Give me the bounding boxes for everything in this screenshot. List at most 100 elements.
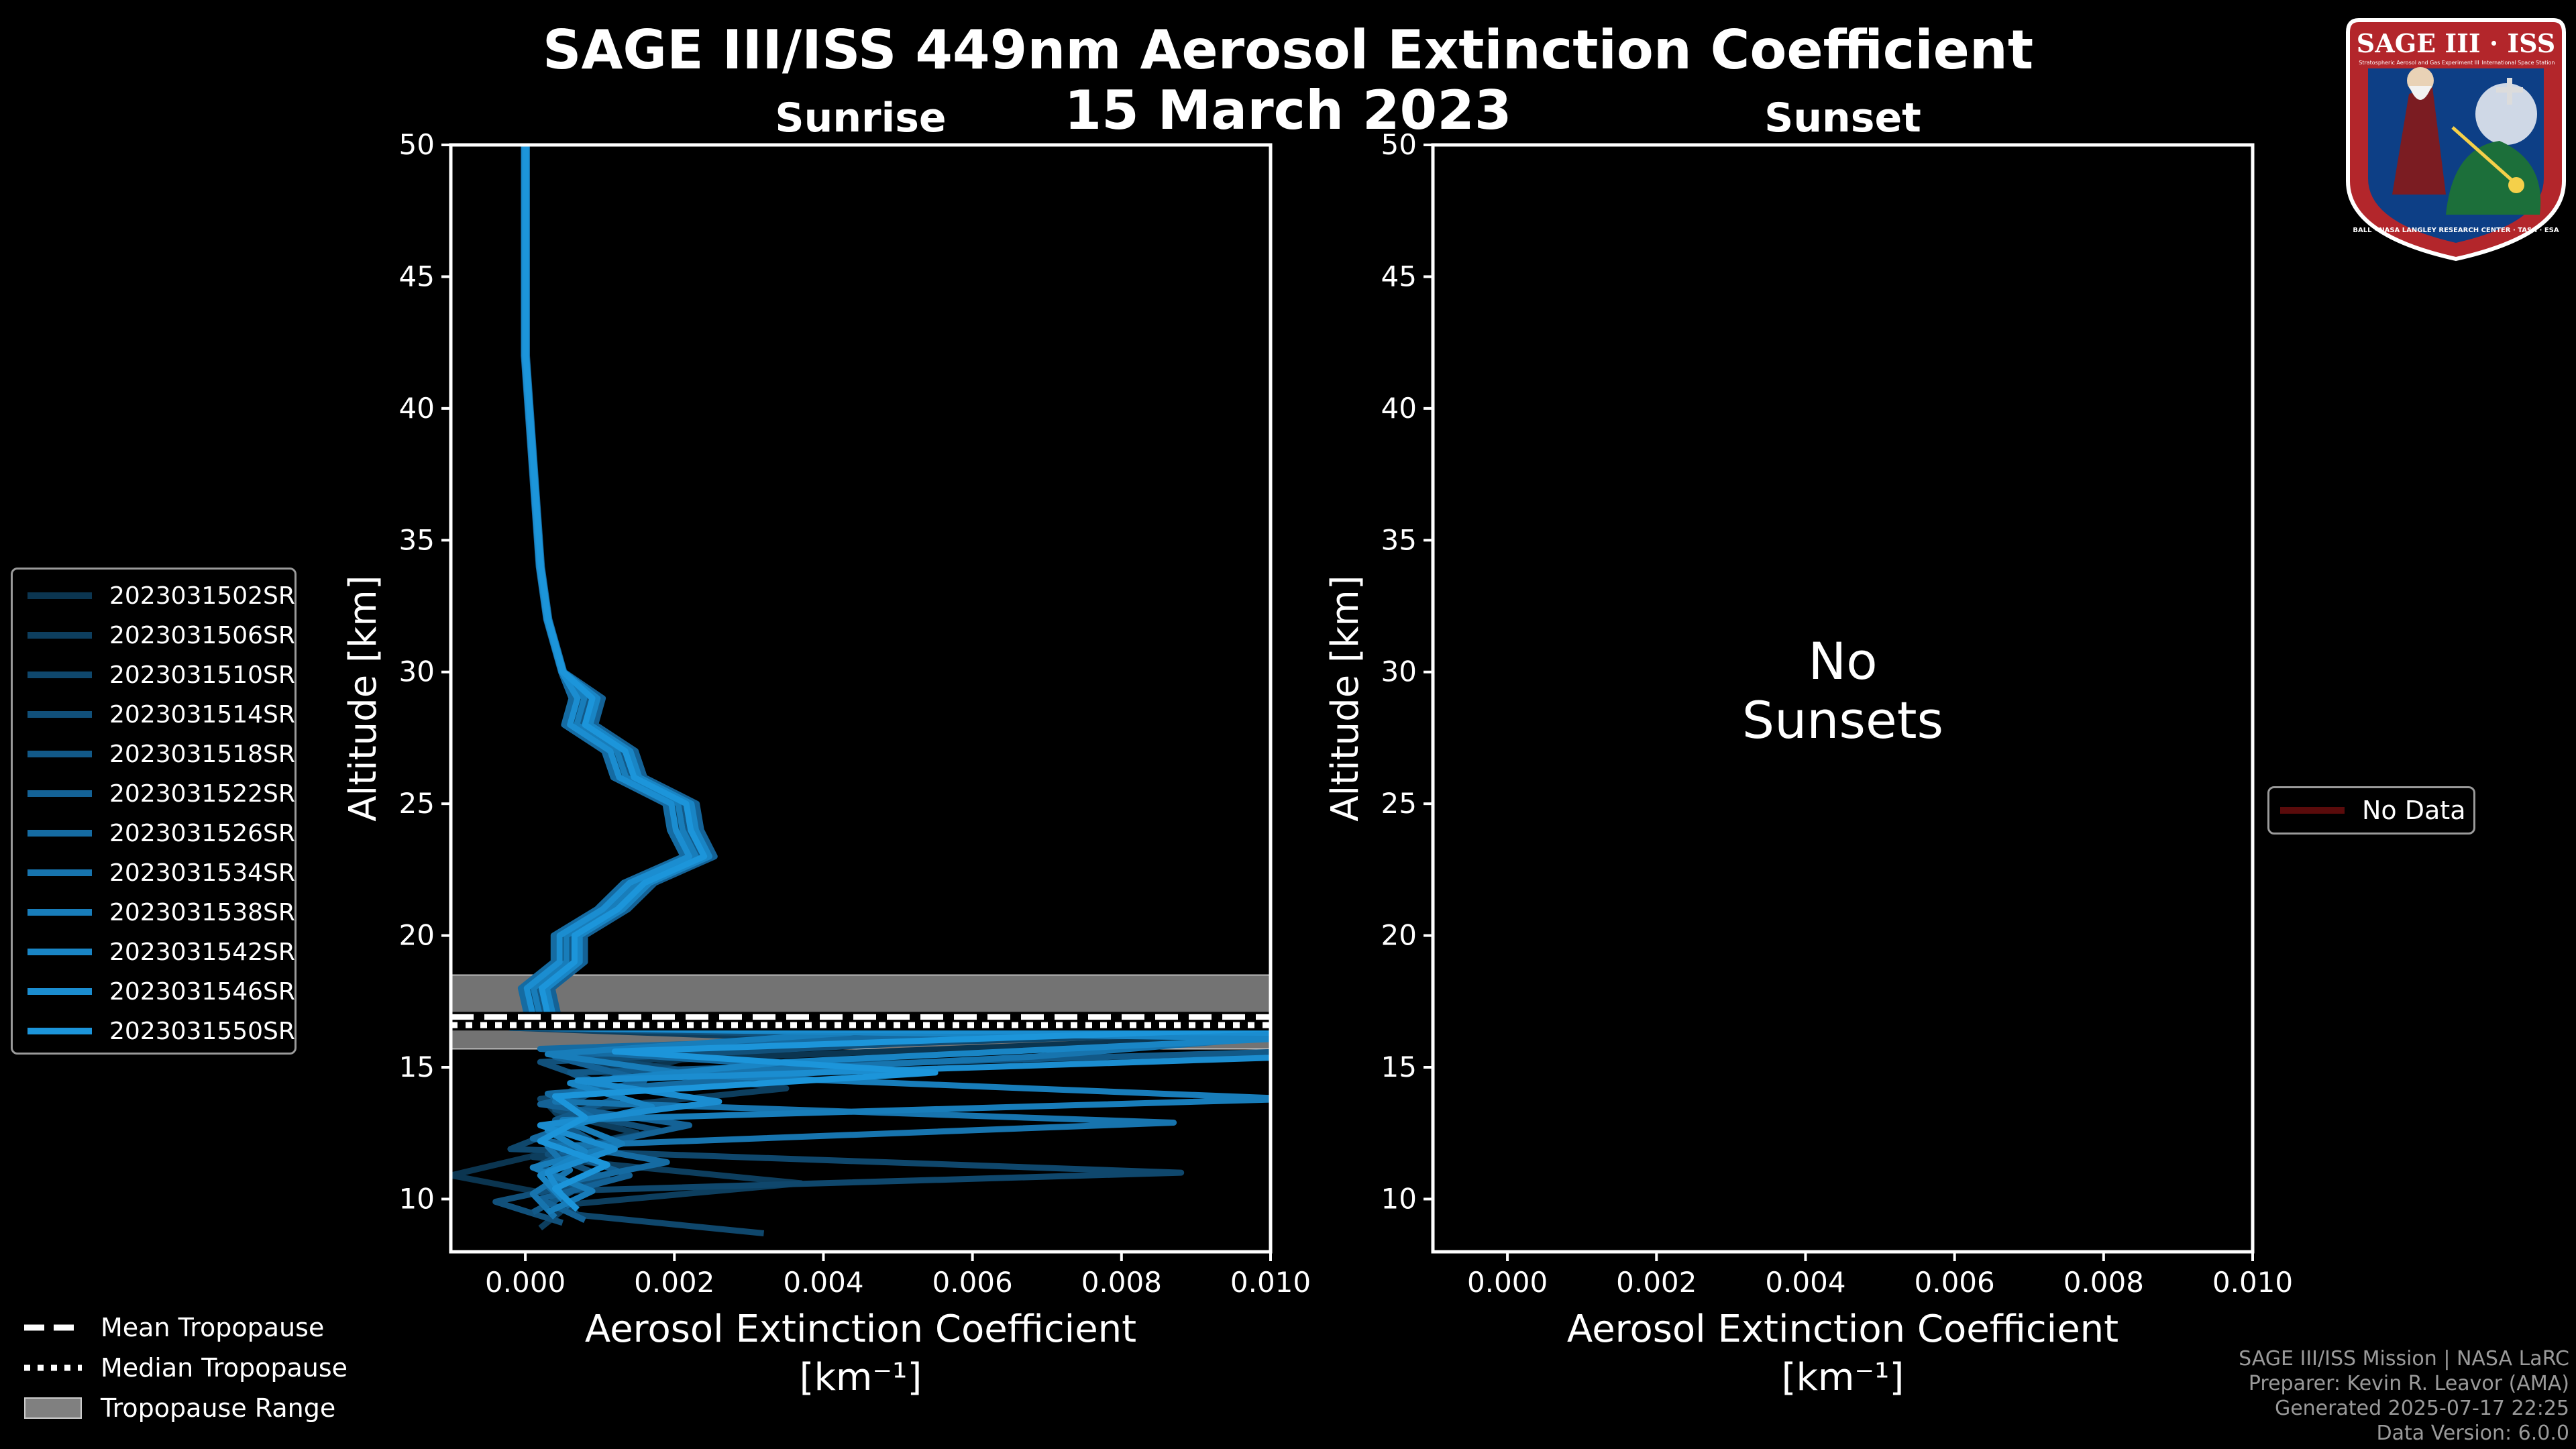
- sunset-y-tick-label: 25: [1381, 787, 1417, 820]
- sunrise-x-tick-label: 0.004: [783, 1266, 863, 1299]
- sunrise-panel: 10 15 20 25 30 35 40 45 50 0.000 0.002 0.004 0.006 0.…: [341, 95, 1311, 1399]
- legend-swatch: [28, 1028, 92, 1034]
- sunset-y-axis-label: Altitude [km]: [1324, 575, 1367, 821]
- legend-swatch: [28, 949, 92, 955]
- sunrise-legend-entry: 2023031522SR: [13, 774, 295, 813]
- sunrise-y-tick-label: 30: [399, 655, 435, 688]
- footer-preparer: Preparer: Kevin R. Leavor (AMA): [2248, 1372, 2569, 1395]
- sunset-y-tick-label: 20: [1381, 919, 1417, 952]
- sunrise-legend-entry: 2023031518SR: [13, 735, 295, 773]
- legend-label: 2023031526SR: [109, 819, 295, 847]
- footer-generated: Generated 2025-07-17 22:25: [2274, 1397, 2569, 1420]
- sunrise-y-tick-label: 50: [399, 128, 435, 161]
- legend-swatch: [28, 988, 92, 995]
- median-tropopause-label: Median Tropopause: [101, 1353, 347, 1383]
- sunrise-plot-frame: [449, 143, 1273, 1254]
- sunrise-legend: 2023031502SR 2023031506SR 2023031510SR 2023…: [11, 568, 297, 1055]
- legend-swatch: [28, 592, 92, 599]
- figure-title: SAGE III/ISS 449nm Aerosol Extinction Co…: [542, 19, 2034, 81]
- legend-label: 2023031550SR: [109, 1017, 295, 1045]
- legend-swatch: [28, 711, 92, 718]
- legend-swatch: [28, 869, 92, 876]
- sunset-x-axis-unit: [km⁻¹]: [1782, 1356, 1904, 1399]
- sunset-legend-entry: No Data: [2269, 791, 2466, 830]
- sunrise-y-tick-label: 15: [399, 1051, 435, 1083]
- sunrise-x-tick-label: 0.010: [1230, 1266, 1311, 1299]
- logo-ring-text: BALL · NASA LANGLEY RESEARCH CENTER · TA…: [2353, 227, 2559, 234]
- sunset-y-tick-label: 40: [1381, 392, 1417, 425]
- legend-swatch: [28, 751, 92, 757]
- no-sunsets-message-line2: Sunsets: [1742, 690, 1943, 750]
- sunrise-y-axis-label: Altitude [km]: [341, 575, 385, 821]
- legend-swatch: [28, 830, 92, 837]
- sunset-x-tick-label: 0.000: [1467, 1266, 1548, 1299]
- sunrise-y-tick-label: 20: [399, 919, 435, 952]
- legend-label: 2023031502SR: [109, 582, 295, 610]
- logo-small-left: Stratospheric Aerosol and Gas Experiment…: [2359, 60, 2479, 66]
- legend-swatch: [28, 790, 92, 797]
- sunset-legend-swatch: [2280, 807, 2345, 814]
- legend-swatch: [28, 632, 92, 639]
- series-line-2023031550SR: [522, 145, 1271, 1212]
- sunrise-legend-entry: 2023031514SR: [13, 695, 295, 734]
- sunset-legend: No Data: [2267, 786, 2475, 835]
- sunset-plot-frame: [1431, 143, 2255, 1254]
- sunset-y-tick-label: 30: [1381, 655, 1417, 688]
- sunset-y-tick-label: 35: [1381, 523, 1417, 556]
- legend-label: 2023031514SR: [109, 700, 295, 729]
- sunrise-x-tick-label: 0.008: [1081, 1266, 1162, 1299]
- figure-date: 15 March 2023: [1064, 79, 1512, 142]
- legend-label: 2023031538SR: [109, 898, 295, 926]
- logo-small-right: International Space Station: [2482, 60, 2555, 66]
- sunrise-y-tick-label: 40: [399, 392, 435, 425]
- sunset-x-tick-label: 0.008: [2063, 1266, 2144, 1299]
- sunrise-legend-entry: 2023031550SR: [13, 1012, 295, 1051]
- sunset-panel: 10 15 20 25 30 35 40 45 50 0.000 0.002 0.004 0.006 0.…: [1324, 95, 2293, 1399]
- tropopause-range-legend-entry: Tropopause Range: [24, 1389, 335, 1428]
- sunrise-y-tick-label: 45: [399, 260, 435, 292]
- legend-swatch: [28, 672, 92, 678]
- footer-mission: SAGE III/ISS Mission | NASA LaRC: [2239, 1347, 2569, 1371]
- sunrise-legend-entry: 2023031546SR: [13, 972, 295, 1011]
- legend-label: 2023031510SR: [109, 661, 295, 689]
- sunset-x-tick-label: 0.004: [1765, 1266, 1845, 1299]
- sunrise-x-tick-label: 0.006: [932, 1266, 1013, 1299]
- sunset-panel-title: Sunset: [1764, 95, 1921, 142]
- no-sunsets-message-line1: No: [1808, 631, 1877, 691]
- sunset-y-tick-label: 50: [1381, 128, 1417, 161]
- sunrise-legend-entry: 2023031542SR: [13, 932, 295, 971]
- legend-label: 2023031518SR: [109, 740, 295, 768]
- footer-credits: SAGE III/ISS Mission | NASA LaRC Prepare…: [2239, 1346, 2569, 1446]
- sage-iss-mission-logo: SAGE III · ISS Stratospheric Aerosol and…: [2346, 18, 2566, 262]
- sunrise-legend-entry: 2023031534SR: [13, 853, 295, 892]
- legend-label: 2023031534SR: [109, 859, 295, 887]
- sunset-x-axis-label: Aerosol Extinction Coefficient: [1567, 1307, 2118, 1351]
- sunrise-y-tick-label: 25: [399, 787, 435, 820]
- sunrise-x-tick-label: 0.000: [485, 1266, 566, 1299]
- sunrise-y-tick-label: 10: [399, 1182, 435, 1215]
- sunset-y-tick-label: 10: [1381, 1182, 1417, 1215]
- footer-data-version: Data Version: 6.0.0: [2376, 1421, 2569, 1445]
- logo-title: SAGE III · ISS: [2357, 28, 2555, 58]
- sunrise-legend-entry: 2023031502SR: [13, 576, 295, 615]
- sunrise-x-tick-label: 0.002: [634, 1266, 714, 1299]
- dotted-line-swatch: [24, 1364, 82, 1371]
- legend-swatch: [28, 909, 92, 916]
- sunrise-legend-entry: 2023031538SR: [13, 893, 295, 932]
- legend-label: 2023031546SR: [109, 977, 295, 1006]
- sunrise-legend-entry: 2023031506SR: [13, 616, 295, 655]
- mean-tropopause-label: Mean Tropopause: [101, 1313, 325, 1342]
- tropopause-range-label: Tropopause Range: [101, 1393, 336, 1423]
- legend-label: 2023031542SR: [109, 938, 295, 966]
- sunrise-x-axis-unit: [km⁻¹]: [800, 1356, 922, 1399]
- sunset-y-tick-label: 45: [1381, 260, 1417, 292]
- sunset-x-tick-label: 0.002: [1616, 1266, 1697, 1299]
- median-tropopause-legend-entry: Median Tropopause: [24, 1348, 347, 1387]
- sunset-legend-label: No Data: [2362, 796, 2466, 825]
- sunrise-legend-entry: 2023031510SR: [13, 655, 295, 694]
- range-patch-swatch: [24, 1397, 82, 1419]
- sunrise-x-axis-label: Aerosol Extinction Coefficient: [585, 1307, 1136, 1351]
- sunrise-y-tick-label: 35: [399, 523, 435, 556]
